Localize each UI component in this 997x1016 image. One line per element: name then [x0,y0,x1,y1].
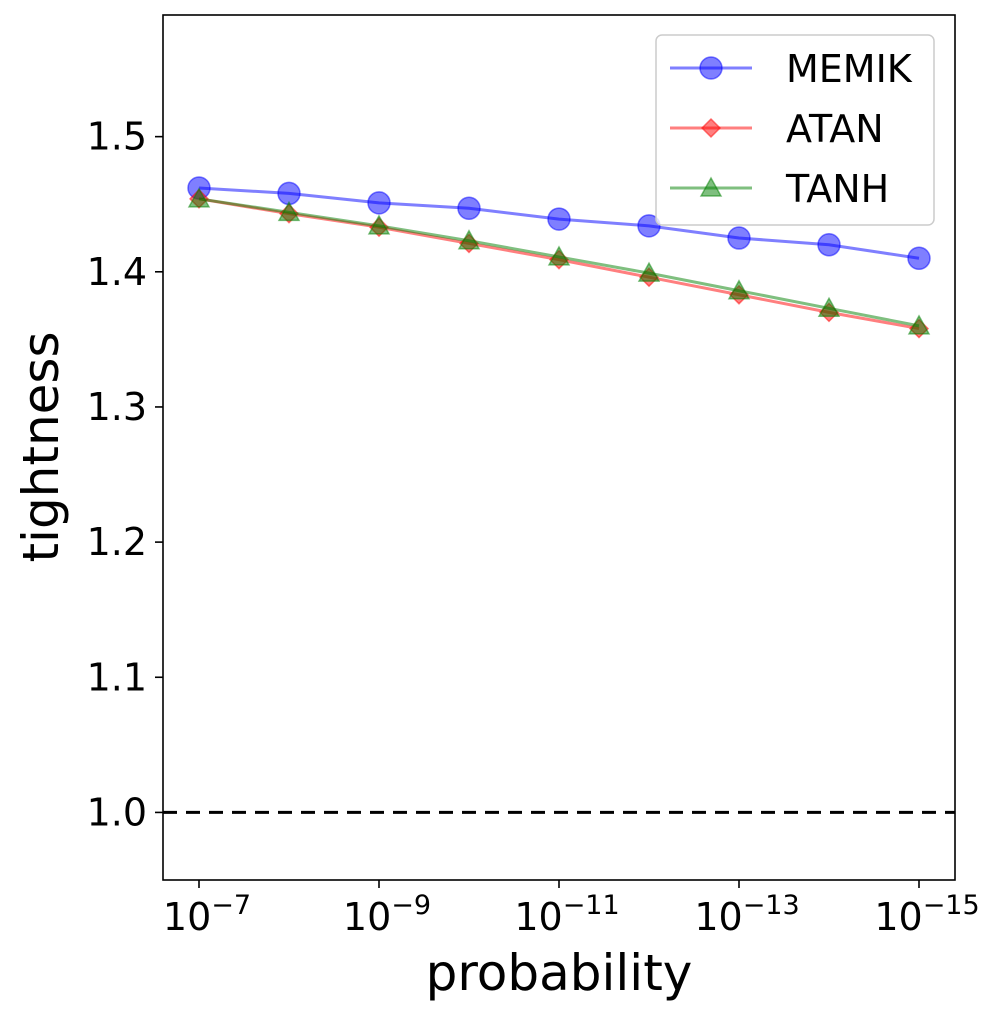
data-point-tanh [187,187,211,208]
data-point-memik [907,246,931,271]
y-tick-label: 1.4 [87,250,147,294]
x-tick-label: 10−7 [163,890,251,939]
data-point-tanh [637,261,661,282]
data-point-tanh [547,245,571,266]
legend: MEMIK ATAN TANH [655,34,935,226]
data-point-tanh [727,279,751,300]
x-tick-label: 10−15 [874,890,979,939]
series-tanh [187,187,931,335]
legend-frame [655,34,935,226]
data-point-memik [457,196,481,221]
data-point-memik [817,233,841,257]
legend-label: ATAN [786,107,884,151]
y-tick-label: 1.5 [87,115,147,159]
legend-label: MEMIK [786,47,913,91]
data-point-memik [637,214,661,238]
axes-layer: 1.0 1.1 1.2 1.3 1.4 1.5 10−7 10−9 10−11 10−13 10−1… [87,115,980,939]
y-axis-label: tightness [12,331,70,562]
data-point-memik [547,207,571,231]
series-memik [187,176,931,271]
y-tick-label: 1.2 [87,520,147,564]
y-tick-label: 1.1 [87,655,147,699]
legend-entry-atan: ATAN [670,107,884,151]
plot-layer [163,176,955,814]
x-tick-label: 10−11 [514,890,619,939]
legend-marker [699,176,723,197]
y-tick-label: 1.0 [87,790,147,834]
data-point-tanh [907,314,931,335]
legend-marker [700,117,722,139]
x-tick-label: 10−9 [343,890,431,939]
legend-entry-memik: MEMIK [670,47,913,91]
legend-entry-tanh: TANH [670,167,889,211]
data-point-memik [367,191,391,215]
legend-marker [699,56,723,80]
data-point-memik [727,226,751,250]
data-point-tanh [817,296,841,318]
y-tick-label: 1.3 [87,385,147,429]
data-point-tanh [277,200,301,222]
data-point-tanh [367,214,391,235]
x-tick-label: 10−13 [694,890,799,939]
data-point-tanh [457,229,481,250]
x-axis-label: probability [426,944,693,1002]
legend-label: TANH [785,167,889,211]
